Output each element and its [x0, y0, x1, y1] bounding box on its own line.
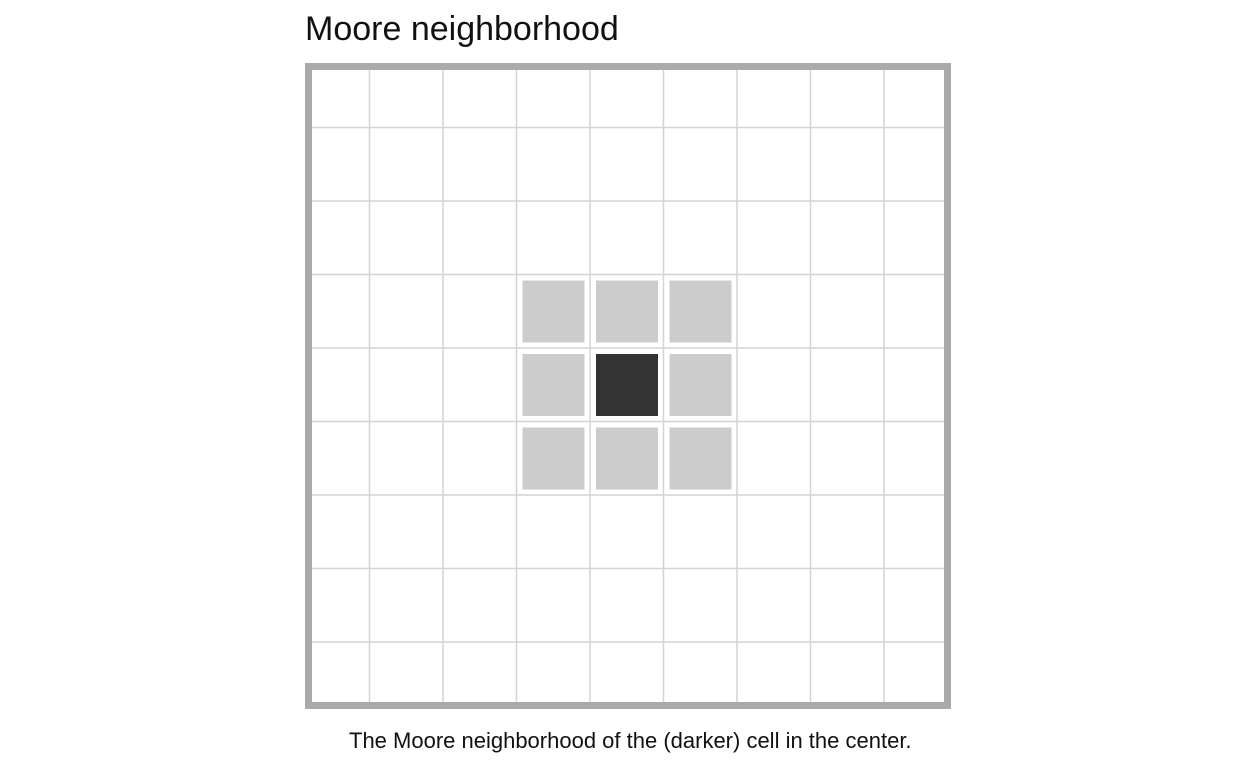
neighbor-cell — [522, 280, 585, 343]
center-cell — [596, 354, 658, 416]
neighbor-cell — [669, 427, 732, 490]
neighbor-cell — [522, 354, 585, 416]
diagram-caption: The Moore neighborhood of the (darker) c… — [349, 728, 912, 753]
neighbor-cell — [596, 280, 658, 343]
neighbor-cell — [596, 427, 658, 490]
moore-grid — [312, 70, 944, 702]
diagram-title: Moore neighborhood — [305, 10, 619, 48]
neighbor-cell — [669, 354, 732, 416]
grid-frame — [305, 63, 951, 709]
neighbor-cell — [522, 427, 585, 490]
neighbor-cell — [669, 280, 732, 343]
